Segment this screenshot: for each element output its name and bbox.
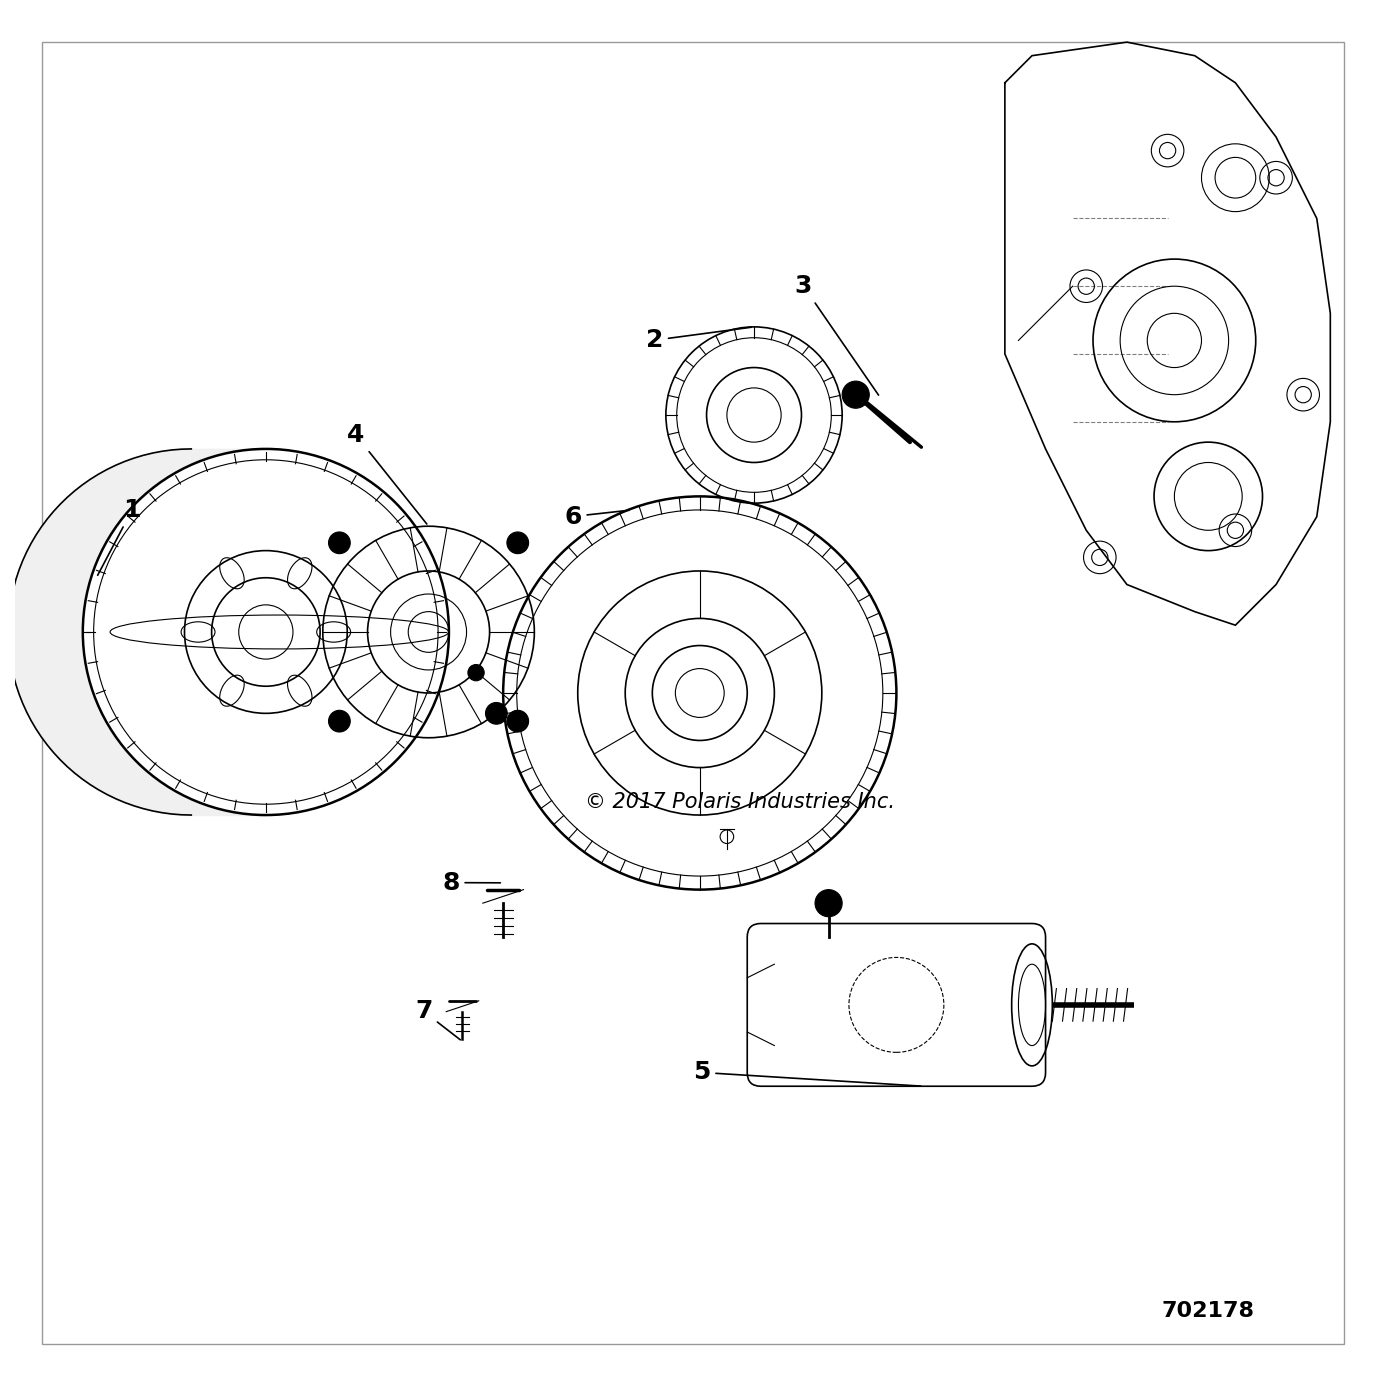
Text: 6: 6 <box>564 505 629 528</box>
Text: 702178: 702178 <box>1161 1300 1254 1321</box>
Circle shape <box>468 664 484 681</box>
Text: © 2017 Polaris Industries Inc.: © 2017 Polaris Industries Inc. <box>585 793 894 812</box>
Circle shape <box>328 532 351 553</box>
Circle shape <box>815 890 843 916</box>
Text: 1: 1 <box>97 498 141 575</box>
Text: 5: 5 <box>693 1060 920 1087</box>
Text: 2: 2 <box>646 327 751 352</box>
Text: 7: 7 <box>414 999 460 1040</box>
FancyBboxPatch shape <box>747 923 1045 1087</box>
Circle shape <box>485 703 507 725</box>
Text: 3: 3 <box>794 274 879 395</box>
Circle shape <box>843 381 869 409</box>
Text: 8: 8 <box>442 870 500 894</box>
Circle shape <box>328 710 351 732</box>
Circle shape <box>507 532 528 553</box>
Text: 4: 4 <box>348 423 427 524</box>
Circle shape <box>507 710 528 732</box>
